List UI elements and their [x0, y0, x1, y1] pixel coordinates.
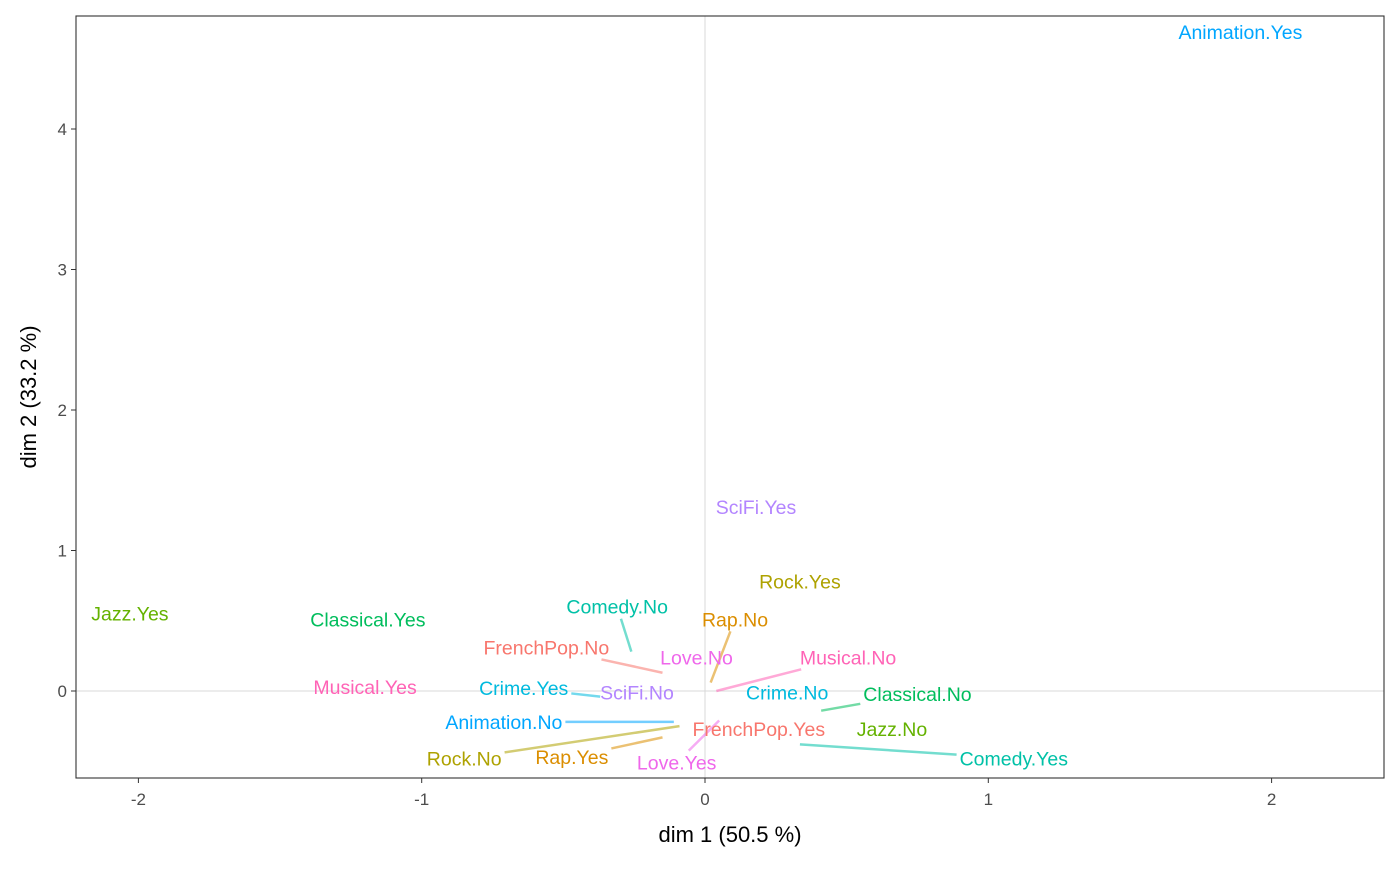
- y-tick-label: 2: [58, 401, 67, 420]
- point-label: Jazz.Yes: [91, 604, 169, 626]
- point-label: FrenchPop.No: [483, 637, 609, 659]
- label-connector-segment: [709, 630, 732, 684]
- point-label: Jazz.No: [857, 719, 928, 741]
- point-label: Classical.No: [863, 684, 972, 706]
- point-label: Animation.Yes: [1178, 22, 1302, 44]
- point-label: SciFi.Yes: [716, 497, 797, 519]
- point-label: Comedy.Yes: [960, 748, 1069, 770]
- label-connector-segment: [619, 618, 633, 653]
- x-tick-label: 1: [984, 790, 993, 809]
- x-tick-label: 0: [700, 790, 709, 809]
- point-label: Crime.No: [746, 682, 828, 704]
- y-tick-label: 1: [58, 542, 67, 561]
- point-label: Love.No: [660, 647, 733, 669]
- x-axis-title: dim 1 (50.5 %): [658, 822, 801, 847]
- point-label: Comedy.No: [566, 597, 668, 619]
- label-connector-segment: [687, 719, 721, 752]
- y-tick-label: 4: [58, 120, 67, 139]
- label-connector-segment: [571, 692, 601, 698]
- point-label: Rock.Yes: [759, 571, 841, 593]
- point-label: FrenchPop.Yes: [693, 719, 826, 741]
- point-label: Rap.Yes: [535, 747, 608, 769]
- x-tick-label: -2: [131, 790, 146, 809]
- x-tick-label: 2: [1267, 790, 1276, 809]
- label-connector-segment: [601, 658, 663, 674]
- point-label: Musical.No: [800, 647, 897, 669]
- y-tick-label: 0: [58, 682, 67, 701]
- point-label: Rap.No: [702, 609, 768, 631]
- x-tick-label: -1: [414, 790, 429, 809]
- y-tick-label: 3: [58, 261, 67, 280]
- label-connector-segment: [716, 668, 802, 693]
- point-label: SciFi.No: [600, 682, 674, 704]
- point-label: Rock.No: [427, 748, 502, 770]
- y-axis-title: dim 2 (33.2 %): [16, 325, 41, 468]
- plot-panel-border: [75, 15, 1385, 779]
- label-connector-segment: [504, 724, 680, 754]
- point-label: Classical.Yes: [310, 609, 425, 631]
- point-label: Musical.Yes: [313, 677, 417, 699]
- point-label: Love.Yes: [637, 753, 717, 775]
- label-connector-segment: [820, 702, 861, 712]
- point-label: Crime.Yes: [479, 678, 568, 700]
- label-connector-segment: [799, 743, 957, 756]
- label-connector-segment: [611, 736, 663, 750]
- point-label: Animation.No: [445, 712, 562, 734]
